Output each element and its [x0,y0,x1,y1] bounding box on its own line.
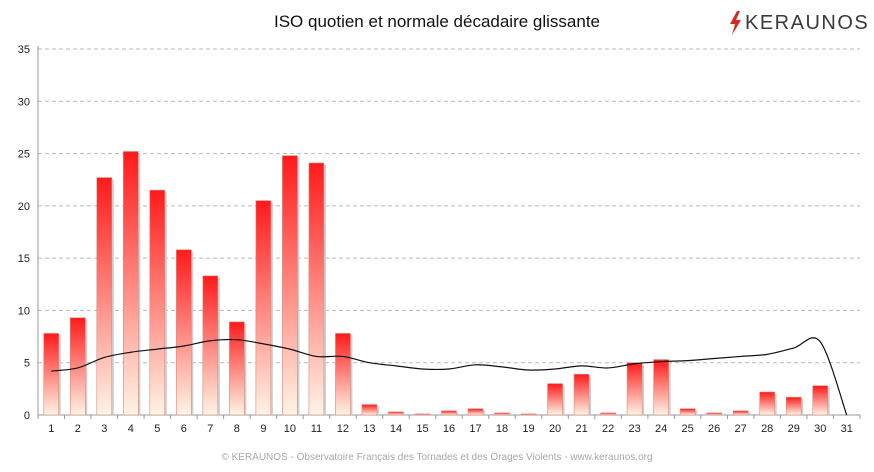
bar-day-30 [812,385,829,416]
y-tick-label: 30 [18,96,30,108]
x-tick-label: 23 [628,423,640,435]
bar-day-7 [202,275,219,416]
y-tick-label: 15 [18,253,30,265]
bar-day-17 [467,408,484,416]
bar-day-11 [308,162,325,416]
bar-day-16 [441,410,457,416]
x-tick-label: 22 [602,423,614,435]
x-tick-label: 17 [469,423,481,435]
x-tick-label: 6 [181,423,187,435]
x-tick-label: 13 [363,423,375,435]
x-tick-label: 10 [284,423,296,435]
bar-day-25 [679,408,696,416]
y-tick-label: 35 [18,44,30,56]
bar-day-15 [414,413,431,416]
x-tick-label: 9 [260,423,266,435]
copyright-footer: © KERAUNOS - Observatoire Français des T… [221,452,653,463]
bar-day-27 [732,410,749,416]
lightning-bolt-icon [730,11,741,35]
x-tick-label: 20 [549,423,561,435]
bar-day-18 [494,412,510,416]
x-tick-label: 31 [841,423,853,435]
bar-day-24 [653,359,669,416]
bar-day-22 [600,412,616,416]
brand-logo: KERAUNOS [728,10,869,36]
bar-day-5 [149,189,166,416]
x-tick-label: 5 [154,423,160,435]
y-tick-label: 5 [24,358,30,370]
bar-day-9 [255,200,272,416]
y-tick-label: 25 [18,149,30,161]
x-tick-label: 16 [443,423,455,435]
normal-line-series [51,337,848,416]
x-tick-label: 25 [682,423,694,435]
x-tick-label: 28 [761,423,773,435]
x-tick-label: 2 [75,423,81,435]
x-tick-label: 8 [234,423,240,435]
brand-name: KERAUNOS [745,11,870,34]
x-tick-label: 30 [814,423,826,435]
bar-day-19 [520,413,537,416]
bar-series [43,151,830,416]
y-tick-label: 0 [24,410,30,422]
x-tick-label: 29 [788,423,800,435]
bar-day-4 [123,151,139,416]
bar-day-29 [785,396,802,416]
bar-day-14 [388,411,404,416]
x-tick-label: 27 [735,423,747,435]
y-tick-label: 10 [18,305,30,317]
bar-day-2 [69,317,86,416]
x-tick-label: 21 [575,423,587,435]
normal-decadaire-line [51,337,848,416]
x-tick-label: 24 [655,423,667,435]
bar-day-21 [573,373,590,416]
bar-day-26 [706,412,722,416]
bar-day-3 [96,177,113,416]
bar-day-12 [335,333,351,416]
x-tick-label: 15 [416,423,428,435]
gridlines [38,48,860,364]
x-tick-label: 19 [522,423,534,435]
bar-day-23 [626,362,643,416]
x-tick-label: 1 [48,423,54,435]
bar-day-28 [759,391,775,416]
chart-title: ISO quotien et normale décadaire glissan… [273,12,601,31]
x-tick-label: 3 [101,423,107,435]
bar-day-8 [229,321,245,416]
x-tick-label: 7 [207,423,213,435]
x-tick-label: 11 [311,423,322,435]
bar-day-6 [176,249,192,416]
bar-day-13 [361,404,378,416]
bar-day-1 [43,333,60,416]
bar-day-10 [282,155,298,416]
x-tick-label: 12 [337,423,349,435]
x-tick-label: 14 [390,423,402,435]
x-tick-label: 26 [708,423,720,435]
bar-day-20 [547,383,563,416]
x-tick-label: 4 [128,423,134,435]
y-tick-label: 20 [18,201,30,213]
x-tick-label: 18 [496,423,508,435]
